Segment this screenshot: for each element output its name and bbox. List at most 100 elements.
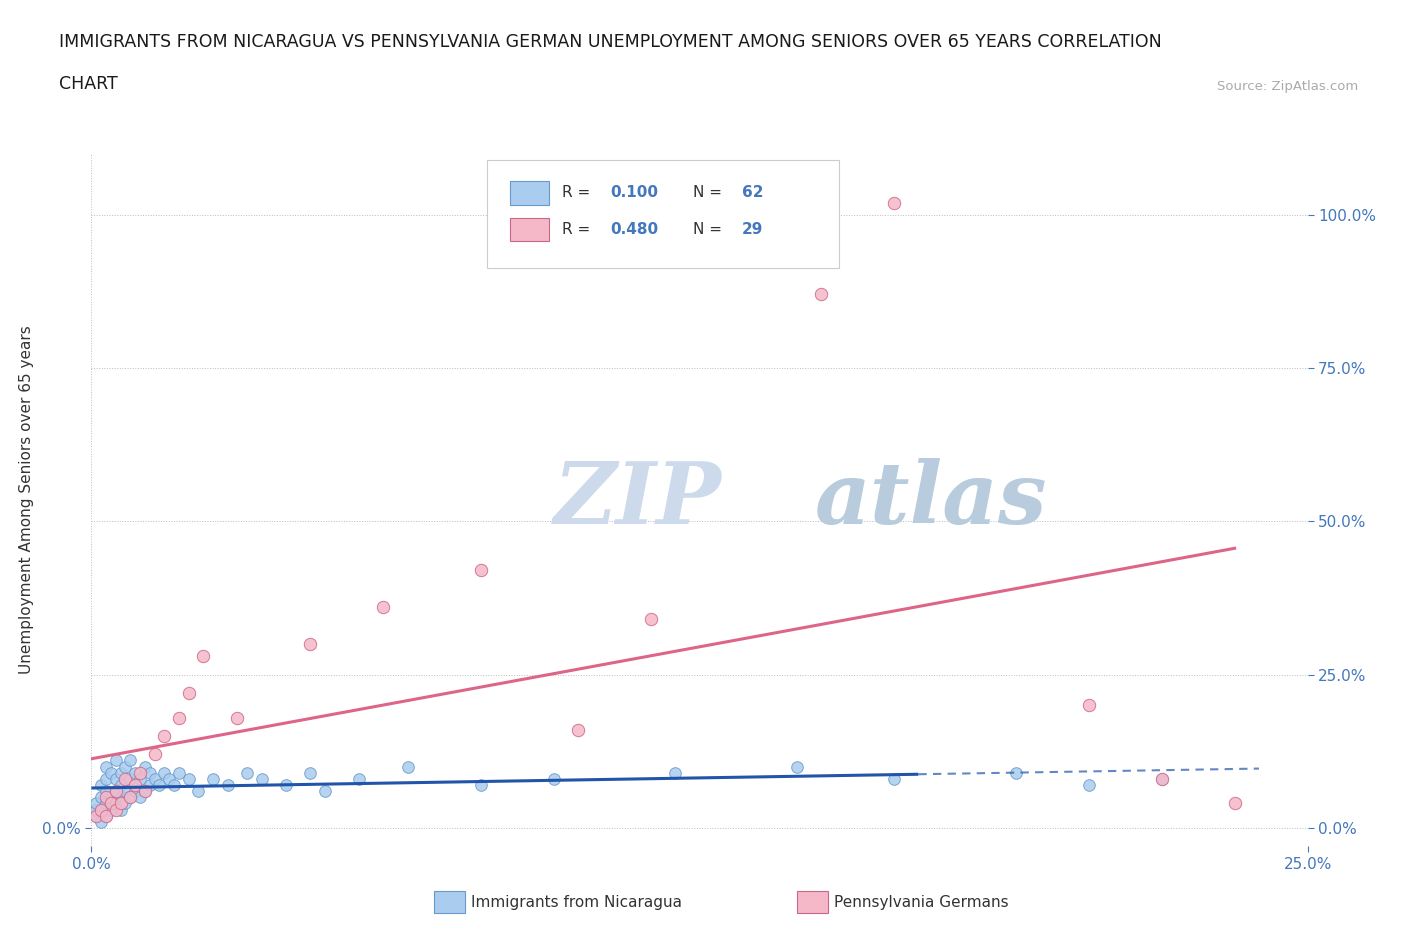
Point [129,771,152,786]
Text: Immigrants from Nicaragua: Immigrants from Nicaragua [471,895,682,910]
Text: IMMIGRANTS FROM NICARAGUA VS PENNSYLVANIA GERMAN UNEMPLOYMENT AMONG SENIORS OVER: IMMIGRANTS FROM NICARAGUA VS PENNSYLVANI… [59,33,1161,51]
Point [396,759,419,774]
Point [153,765,176,780]
Text: Source: ZipAtlas.com: Source: ZipAtlas.com [1218,80,1358,93]
Point [100,790,122,804]
Point [236,765,259,780]
Point [120,790,142,804]
Point [226,711,249,725]
Text: 29: 29 [742,222,763,237]
Point [110,777,132,792]
Text: 0.100: 0.100 [610,185,658,201]
Point [90,777,112,792]
Point [94,759,117,774]
Y-axis label: Unemployment Among Seniors over 65 years: Unemployment Among Seniors over 65 years [18,326,34,674]
Point [124,784,146,799]
Point [250,771,273,786]
Point [104,802,127,817]
Point [1223,796,1246,811]
Point [373,600,395,615]
Point [167,711,190,725]
Point [883,771,905,786]
Point [187,784,209,799]
Text: Pennsylvania Germans: Pennsylvania Germans [834,895,1008,910]
Text: CHART: CHART [59,75,118,93]
Point [94,790,117,804]
Point [104,753,127,768]
Point [104,796,127,811]
Point [177,771,200,786]
Point [94,808,117,823]
Point [470,777,492,792]
Text: N =: N = [693,185,727,201]
Point [90,802,112,817]
Point [810,287,832,302]
FancyBboxPatch shape [510,218,548,242]
Point [153,728,176,743]
Point [202,771,225,786]
Point [163,777,186,792]
Text: R =: R = [562,222,595,237]
Point [177,685,200,700]
Text: R =: R = [562,185,595,201]
Point [1077,698,1099,712]
Point [143,747,166,762]
FancyBboxPatch shape [486,160,839,268]
Point [104,771,127,786]
Point [94,784,117,799]
Point [100,765,122,780]
Point [139,765,162,780]
Point [786,759,808,774]
Text: ZIP: ZIP [554,458,721,541]
Point [120,771,142,786]
Point [90,815,112,830]
Point [134,784,156,799]
Point [110,796,132,811]
Point [129,765,152,780]
Point [217,777,239,792]
Point [84,802,107,817]
Text: atlas: atlas [815,458,1047,541]
Point [139,777,162,792]
Point [110,802,132,817]
Text: 0.480: 0.480 [610,222,659,237]
Point [567,723,589,737]
Point [84,808,107,823]
Point [120,790,142,804]
Point [134,784,156,799]
Text: N =: N = [693,222,727,237]
Point [148,777,170,792]
Point [114,796,136,811]
Point [640,612,662,627]
Point [90,790,112,804]
Point [124,765,146,780]
Point [120,753,142,768]
Point [94,808,117,823]
Point [100,802,122,817]
Point [299,636,322,651]
Point [1004,765,1026,780]
Point [299,765,322,780]
Point [274,777,297,792]
Point [314,784,336,799]
Point [90,802,112,817]
Text: 62: 62 [742,185,763,201]
Point [84,796,107,811]
Point [1077,777,1099,792]
Point [110,790,132,804]
Point [664,765,686,780]
Point [1150,771,1173,786]
Point [110,765,132,780]
Point [94,796,117,811]
Point [347,771,370,786]
Point [124,777,146,792]
Point [94,771,117,786]
Point [470,563,492,578]
Point [104,784,127,799]
Point [114,784,136,799]
Point [143,771,166,786]
Point [167,765,190,780]
Point [104,784,127,799]
Point [543,771,565,786]
Point [84,808,107,823]
